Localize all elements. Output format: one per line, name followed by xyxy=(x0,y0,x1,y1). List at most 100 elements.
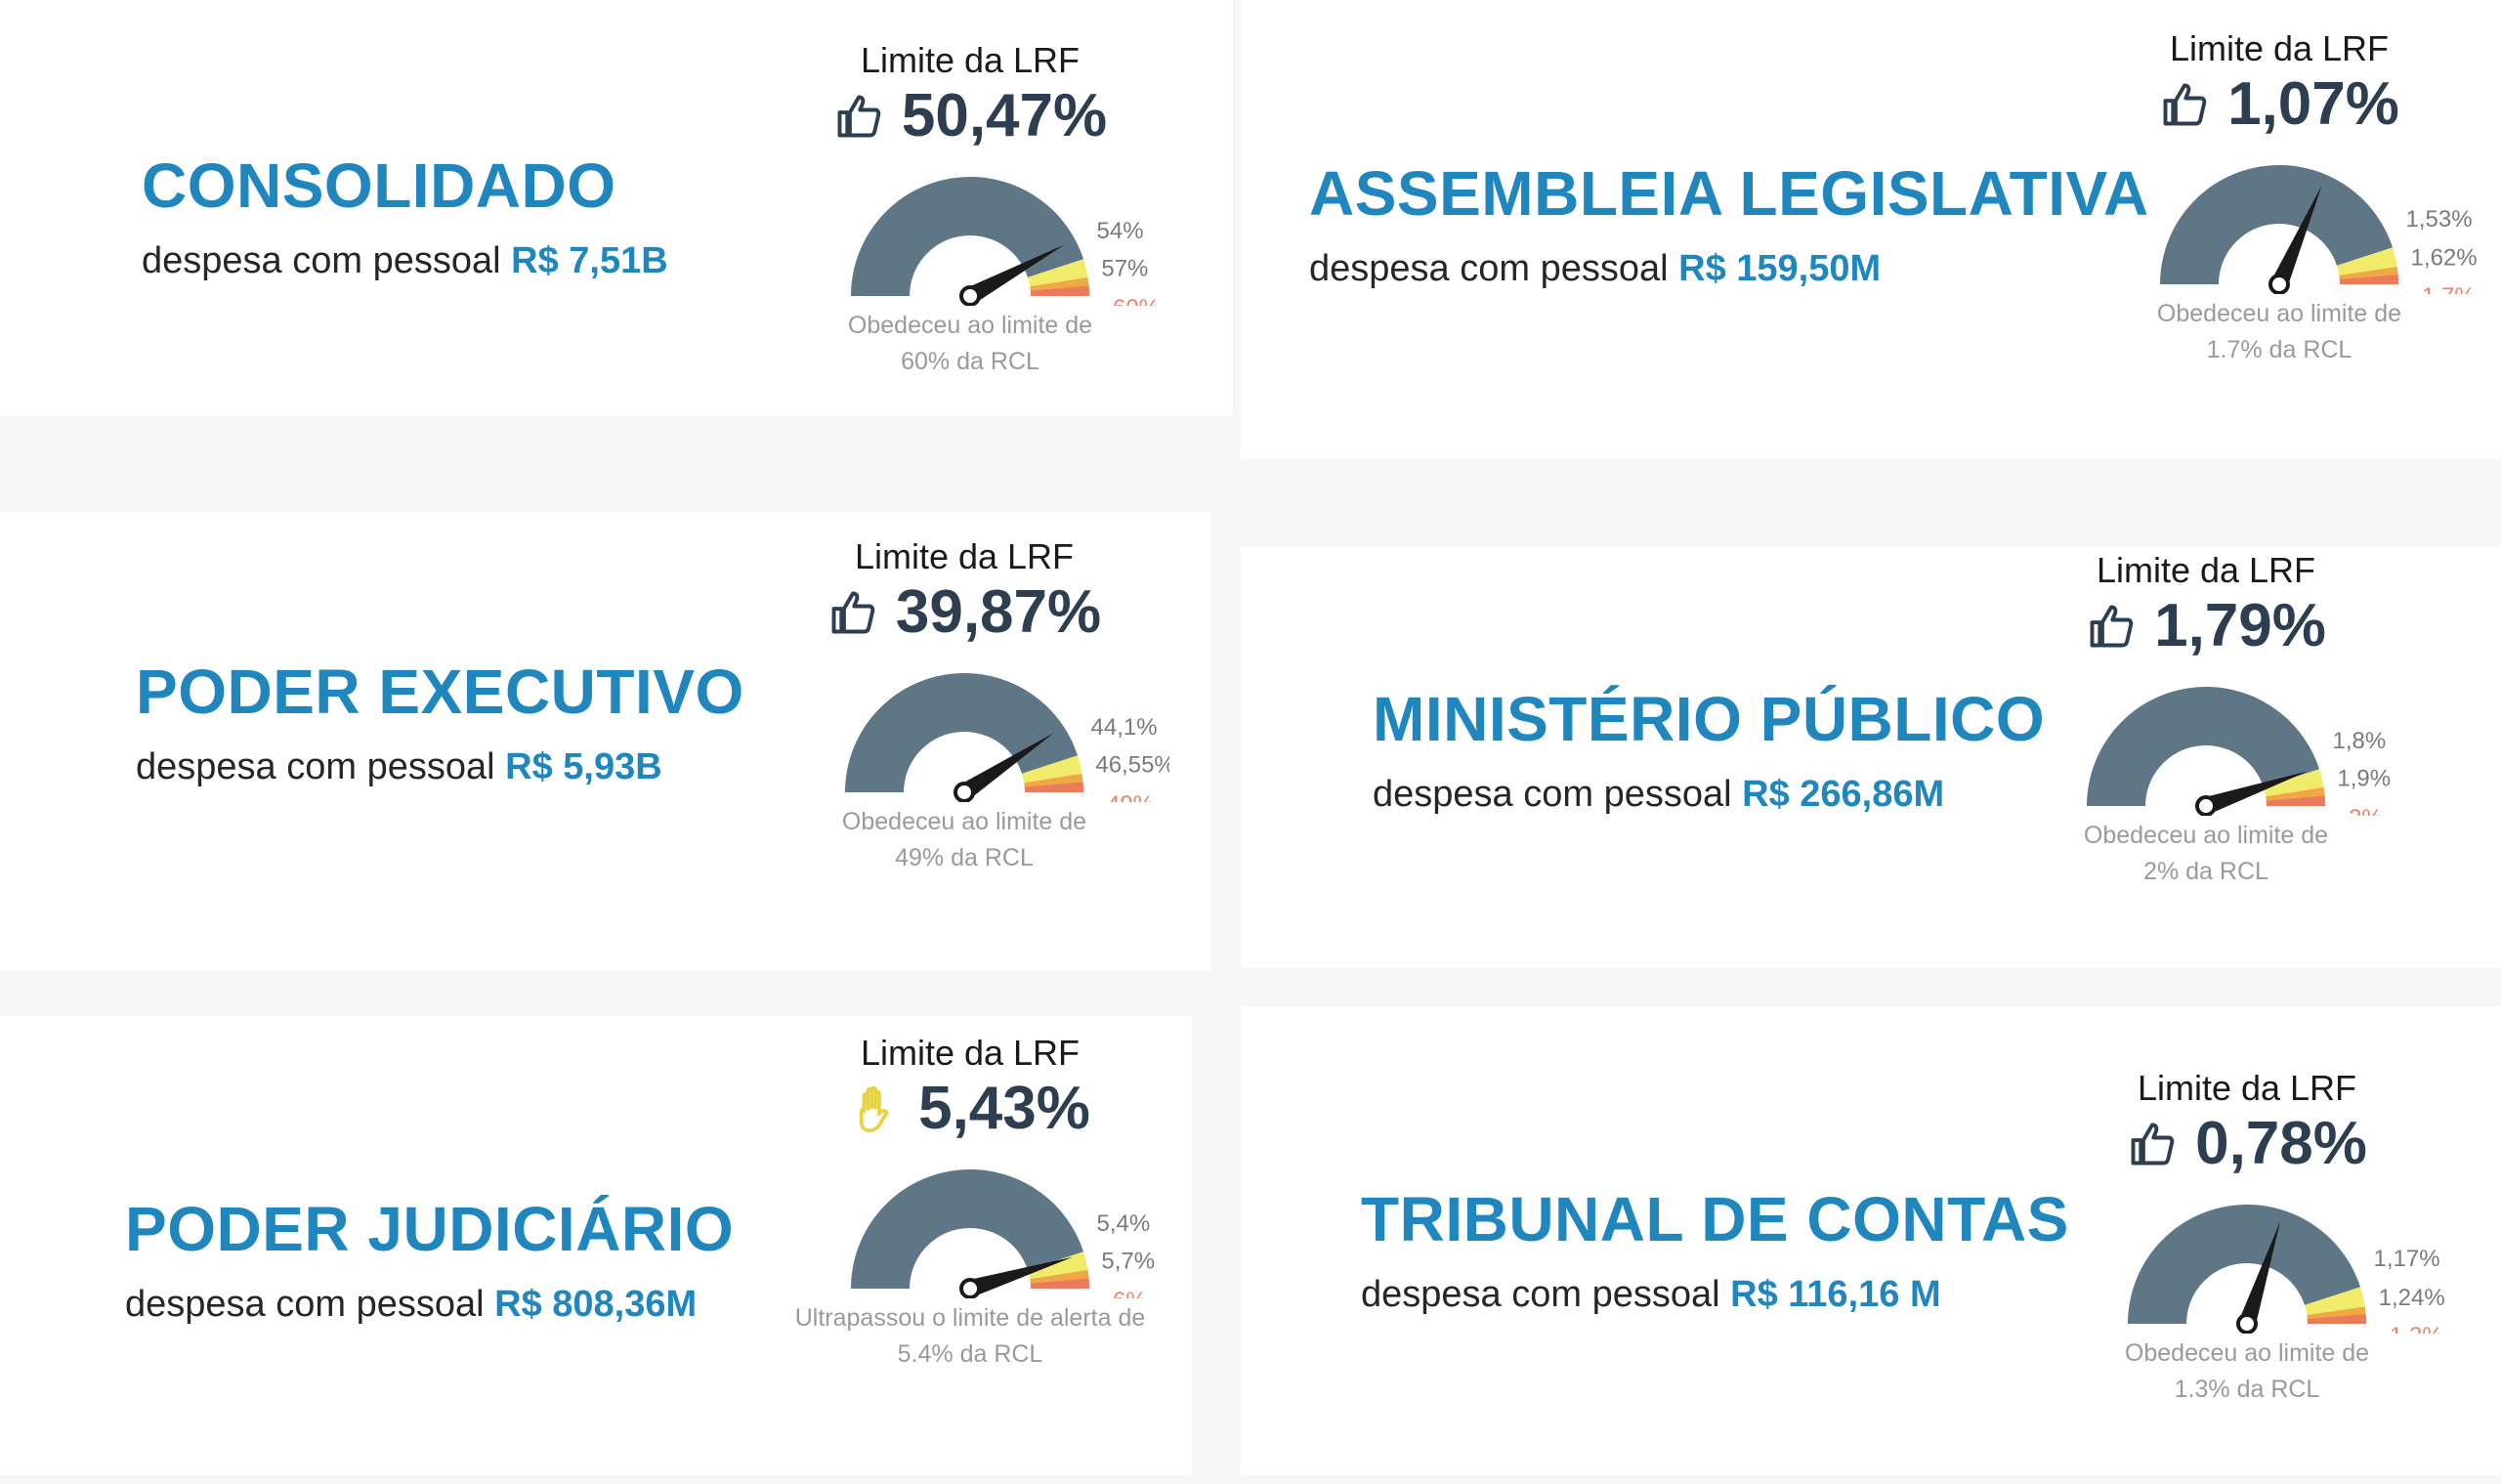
gauge-threshold-label: 1,53% xyxy=(2406,207,2473,233)
gauge-value: 0,78% xyxy=(2195,1110,2367,1178)
expense-amount: R$ 808,36M xyxy=(494,1284,698,1325)
gauge-threshold-label: 1,24% xyxy=(2379,1285,2445,1311)
expense-amount: R$ 266,86M xyxy=(1742,774,1945,815)
thumbs-up-icon xyxy=(2131,1123,2175,1166)
gauge-band-normal xyxy=(2160,165,2394,285)
gauge-note: Obedeceu ao limite de 49% da RCL xyxy=(759,804,1169,875)
gauge-note: Obedeceu ao limite de 60% da RCL xyxy=(765,308,1175,379)
gauge-threshold-label: 60% xyxy=(1113,295,1160,306)
gauge-note-line-1: Obedeceu ao limite de xyxy=(847,312,1093,340)
gauge-note-line-1: Obedeceu ao limite de xyxy=(2156,300,2402,328)
gauge-needle xyxy=(2238,1221,2280,1328)
gauge-threshold-label: 44,1% xyxy=(1091,715,1158,742)
gauge-needle xyxy=(965,244,1065,305)
gauge-threshold-label: 49% xyxy=(1107,791,1154,802)
gauge-value-row: 1,07% xyxy=(2074,70,2484,138)
gauge-title: Limite da LRF xyxy=(860,1033,1081,1073)
gauge-band-limit-zone xyxy=(1030,1278,1089,1290)
gauge-note-line-1: Obedeceu ao limite de xyxy=(841,808,1087,836)
card-panel xyxy=(0,1016,1192,1475)
entity-subtitle: despesa com pessoal R$ 7,51B xyxy=(142,240,668,282)
gauge-threshold-label: 6% xyxy=(1113,1288,1147,1298)
gauge-band-limit-zone xyxy=(2266,795,2325,807)
entity-consolidado: CONSOLIDADO despesa com pessoal R$ 7,51B xyxy=(142,154,668,282)
entity-title: PODER JUDICIÁRIO xyxy=(125,1194,735,1264)
gauge-value-row: 1,79% xyxy=(2001,592,2411,660)
subtitle-label: despesa com pessoal xyxy=(125,1284,485,1325)
gauge-threshold-label: 46,55% xyxy=(1095,752,1169,779)
entity-subtitle: despesa com pessoal R$ 266,86M xyxy=(1373,774,2045,816)
entity-poder-judiciario: PODER JUDICIÁRIO despesa com pessoal R$ … xyxy=(125,1198,734,1326)
gauge-note: Obedeceu ao limite de 1.3% da RCL xyxy=(2042,1336,2452,1407)
gauge-threshold-label: 2% xyxy=(2349,805,2383,816)
gauge-value: 50,47% xyxy=(901,82,1108,150)
gauge-band-limit-zone xyxy=(1030,285,1089,297)
gauge-note-line-1: Obedeceu ao limite de xyxy=(2124,1339,2370,1368)
gauge-threshold-label: 1,8% xyxy=(2333,729,2387,755)
gauge-threshold-label: 54% xyxy=(1097,219,1144,245)
gauge-note: Obedeceu ao limite de 1.7% da RCL xyxy=(2074,296,2484,367)
lrf-gauge: Limite da LRF 1,79% 1,8% 1,9% 2% Obedeceu … xyxy=(2001,549,2411,889)
expense-amount: R$ 159,50M xyxy=(1678,248,1882,289)
gauge-value-row: 39,87% xyxy=(759,578,1169,646)
gauge-band-alert xyxy=(2304,1287,2365,1316)
subtitle-label: despesa com pessoal xyxy=(1373,774,1732,815)
gauge-note-line-2: 49% da RCL xyxy=(895,843,1034,871)
gauge-band-alert xyxy=(1027,1251,1088,1280)
gauge-band-normal xyxy=(2128,1205,2361,1325)
gauge-value-row: 5,43% xyxy=(765,1075,1175,1143)
gauge-title: Limite da LRF xyxy=(860,40,1081,80)
gauge-threshold-label: 57% xyxy=(1101,256,1148,282)
expense-amount: R$ 116,16 M xyxy=(1730,1274,1941,1315)
gauge-band-normal xyxy=(851,1169,1084,1290)
thumbs-up-icon xyxy=(837,95,881,138)
entity-subtitle: despesa com pessoal R$ 5,93B xyxy=(136,746,744,788)
gauge-needle xyxy=(2270,186,2322,288)
gauge-value: 5,43% xyxy=(918,1075,1090,1143)
entity-title: CONSOLIDADO xyxy=(142,150,616,221)
thumbs-up-icon xyxy=(831,591,875,634)
gauge-dial: 1,17% 1,24% 1,3% xyxy=(2128,1205,2445,1335)
gauge-band-alert xyxy=(2336,247,2397,276)
gauge-band-alert xyxy=(1027,259,1088,287)
entity-subtitle: despesa com pessoal R$ 808,36M xyxy=(125,1284,734,1326)
gauge-note: Ultrapassou o limite de alerta de 5.4% d… xyxy=(765,1300,1175,1372)
entity-subtitle: despesa com pessoal R$ 159,50M xyxy=(1309,248,2149,290)
gauge-note-line-1: Ultrapassou o limite de alerta de xyxy=(794,1304,1146,1333)
entity-poder-executivo: PODER EXECUTIVO despesa com pessoal R$ 5… xyxy=(136,660,744,788)
lrf-gauge: Limite da LRF 39,87% 44,1% 46,55% 49% Obed… xyxy=(759,535,1169,875)
gauge-band-normal xyxy=(2087,687,2320,807)
gauge-needle-hub xyxy=(959,1278,981,1299)
gauge-value: 1,79% xyxy=(2154,592,2326,660)
gauge-threshold-label: 1,9% xyxy=(2337,766,2391,792)
gauge-needle-hub xyxy=(959,285,981,307)
gauge-threshold-label: 1,3% xyxy=(2390,1323,2443,1334)
gauge-dial: 1,8% 1,9% 2% xyxy=(2087,687,2391,817)
subtitle-label: despesa com pessoal xyxy=(142,240,501,281)
gauge-note-line-2: 5.4% da RCL xyxy=(897,1339,1043,1368)
subtitle-label: despesa com pessoal xyxy=(1361,1274,1720,1315)
gauge-band-limit-zone xyxy=(1024,782,1083,793)
gauge-band-normal xyxy=(845,673,1079,793)
entity-subtitle: despesa com pessoal R$ 116,16 M xyxy=(1361,1274,2069,1316)
gauge-band-limit-zone xyxy=(2307,1314,2366,1325)
gauge-needle xyxy=(2203,771,2309,815)
lrf-gauge: Limite da LRF 5,43% 5,4% 5,7% 6% Ultrapass… xyxy=(765,1032,1175,1372)
entity-ministerio-publico: MINISTÉRIO PÚBLICO despesa com pessoal R… xyxy=(1373,688,2045,816)
gauge-title: Limite da LRF xyxy=(2169,28,2390,68)
gauge-value-row: 50,47% xyxy=(765,82,1175,150)
gauge-threshold-label: 5,7% xyxy=(1101,1249,1155,1275)
entity-title: PODER EXECUTIVO xyxy=(136,657,744,727)
thumbs-up-icon xyxy=(2090,605,2134,648)
thumbs-up-icon xyxy=(2163,83,2207,126)
entity-assembleia-legislativa: ASSEMBLEIA LEGISLATIVA despesa com pesso… xyxy=(1309,162,2149,290)
gauge-dial: 5,4% 5,7% 6% xyxy=(851,1169,1155,1299)
gauge-note: Obedeceu ao limite de 2% da RCL xyxy=(2001,818,2411,889)
gauge-needle xyxy=(967,1257,1074,1297)
entity-tribunal-de-contas: TRIBUNAL DE CONTAS despesa com pessoal R… xyxy=(1361,1188,2069,1316)
gauge-dial: 54% 57% 60% xyxy=(851,177,1160,307)
gauge-band-limit-zone xyxy=(2339,275,2398,285)
gauge-note-line-2: 2% da RCL xyxy=(2143,857,2268,885)
gauge-note-line-2: 60% da RCL xyxy=(901,347,1039,375)
lrf-gauge: Limite da LRF 0,78% 1,17% 1,24% 1,3% Obede… xyxy=(2042,1067,2452,1407)
